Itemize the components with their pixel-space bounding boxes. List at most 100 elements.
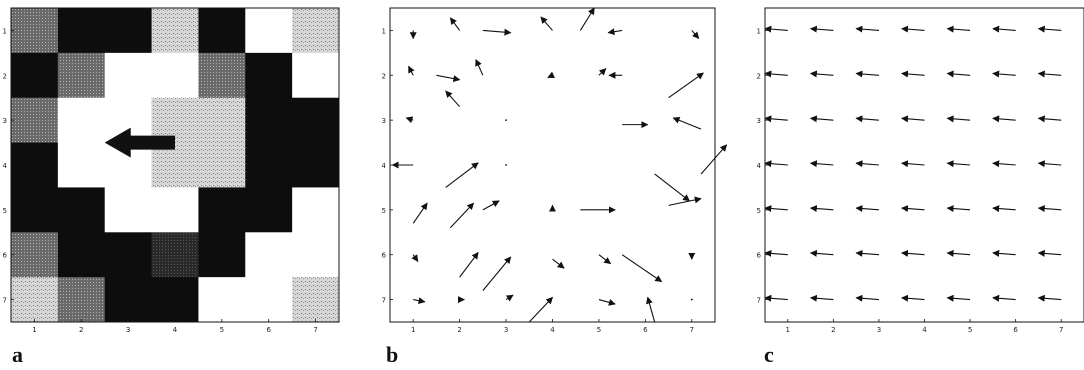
- vector-arrow: [809, 70, 834, 78]
- grid-cell: [292, 97, 340, 144]
- x-tick-label: 2: [79, 326, 83, 334]
- grid-cell: [11, 277, 59, 323]
- grid-cell: [245, 187, 293, 233]
- vector-arrow: [505, 294, 514, 302]
- vector-arrow: [445, 162, 479, 188]
- vector-arrow: [946, 205, 971, 213]
- grid-cell: [292, 232, 340, 278]
- vector-arrow: [855, 205, 879, 213]
- grid-cell: [104, 232, 153, 278]
- vector-arrow: [552, 258, 565, 269]
- grid-cell: [245, 8, 293, 54]
- vector-arrow: [809, 115, 834, 123]
- grid-cell: [151, 97, 199, 144]
- vector-arrow: [579, 7, 595, 31]
- grid-cell: [151, 187, 199, 233]
- vector-arrow: [946, 294, 971, 302]
- vector-arrow: [408, 65, 415, 76]
- direction-arrow: [104, 127, 175, 158]
- x-tick-label: 5: [220, 326, 224, 334]
- grid-cell: [104, 187, 153, 233]
- vector-arrow: [436, 74, 461, 83]
- panel-c: 1 1 2 2 3 3 4 4 5 5 6 6 7 7: [757, 7, 1084, 334]
- y-tick-label: 4: [382, 162, 387, 170]
- x-tick-label: 5: [597, 326, 601, 334]
- vector-arrow: [413, 297, 426, 305]
- vector-arrow: [946, 249, 971, 257]
- x-tick-label: 3: [504, 326, 508, 334]
- vector-arrow: [475, 58, 484, 76]
- vector-arrow: [901, 70, 925, 78]
- vector-arrow: [992, 249, 1016, 257]
- vector-arrow: [598, 254, 612, 265]
- vector-arrow: [764, 160, 788, 168]
- vector-arrow: [992, 70, 1016, 78]
- vector-arrow: [809, 249, 834, 257]
- y-tick-label: 3: [757, 117, 761, 125]
- vector-arrow: [992, 115, 1016, 123]
- x-tick-label: 7: [1059, 326, 1063, 334]
- grid-cell: [151, 142, 199, 188]
- vector-arrow: [482, 200, 500, 211]
- x-tick-label: 1: [786, 326, 790, 334]
- vector-arrow: [901, 25, 925, 33]
- vector-arrow: [946, 115, 971, 123]
- panel-a-ticks: 1 1 2 2 3 3 4 4 5 5 6 6 7 7: [3, 27, 318, 334]
- vector-arrow: [1037, 70, 1062, 78]
- vector-arrow: [598, 68, 607, 76]
- grid-cell: [104, 277, 153, 323]
- y-tick-label: 7: [382, 297, 386, 305]
- vector-arrow: [809, 160, 834, 168]
- vector-dot: [690, 298, 693, 301]
- grid-cell: [57, 97, 106, 144]
- vector-arrow: [901, 249, 925, 257]
- vector-arrow: [1037, 249, 1062, 257]
- y-tick-label: 4: [757, 162, 762, 170]
- vector-arrow: [646, 296, 656, 323]
- grid-cell: [245, 97, 293, 144]
- panel-b-frame: [389, 7, 716, 323]
- grid-cell: [198, 97, 246, 144]
- x-tick-label: 3: [877, 326, 881, 334]
- grid-cell: [57, 8, 106, 54]
- y-tick-label: 4: [3, 162, 8, 170]
- vector-arrow: [764, 70, 788, 78]
- vector-arrow: [1037, 115, 1062, 123]
- x-tick-label: 4: [173, 326, 178, 334]
- x-tick-label: 7: [313, 326, 317, 334]
- vector-arrow: [946, 25, 971, 33]
- grid-cell: [11, 142, 59, 188]
- vector-arrow: [412, 202, 428, 224]
- grid-cell: [198, 277, 246, 323]
- grid-cell: [198, 187, 246, 233]
- y-tick-label: 6: [3, 252, 8, 260]
- grid-cell: [151, 52, 199, 99]
- vector-arrow: [445, 90, 461, 108]
- x-tick-label: 2: [831, 326, 835, 334]
- grid-cell: [292, 8, 340, 54]
- grid-cell: [198, 8, 246, 54]
- x-tick-label: 6: [1013, 326, 1018, 334]
- panel-b: 1 1 2 2 3 3 4 4 5 5 6 6 7 7: [382, 7, 728, 334]
- vector-arrow: [449, 17, 461, 31]
- vector-arrow: [1037, 25, 1062, 33]
- grid-cell: [57, 187, 106, 233]
- big-arrow: [104, 127, 175, 158]
- vector-arrow: [405, 116, 414, 124]
- vector-arrow: [482, 256, 512, 291]
- grid-cell: [57, 277, 106, 323]
- y-tick-label: 5: [382, 207, 386, 215]
- grid-cell: [245, 142, 293, 188]
- vector-dot: [505, 119, 507, 122]
- grid-cell: [245, 277, 293, 323]
- grid-cell: [11, 232, 59, 278]
- panel-label-b: b: [386, 342, 398, 367]
- grid-cell: [292, 277, 340, 323]
- vector-arrow: [992, 205, 1016, 213]
- y-tick-label: 6: [382, 252, 387, 260]
- x-tick-label: 2: [457, 326, 461, 334]
- grid-cell: [11, 52, 59, 99]
- y-tick-label: 3: [3, 117, 7, 125]
- vector-arrow: [598, 299, 616, 306]
- grid-cell: [151, 277, 199, 323]
